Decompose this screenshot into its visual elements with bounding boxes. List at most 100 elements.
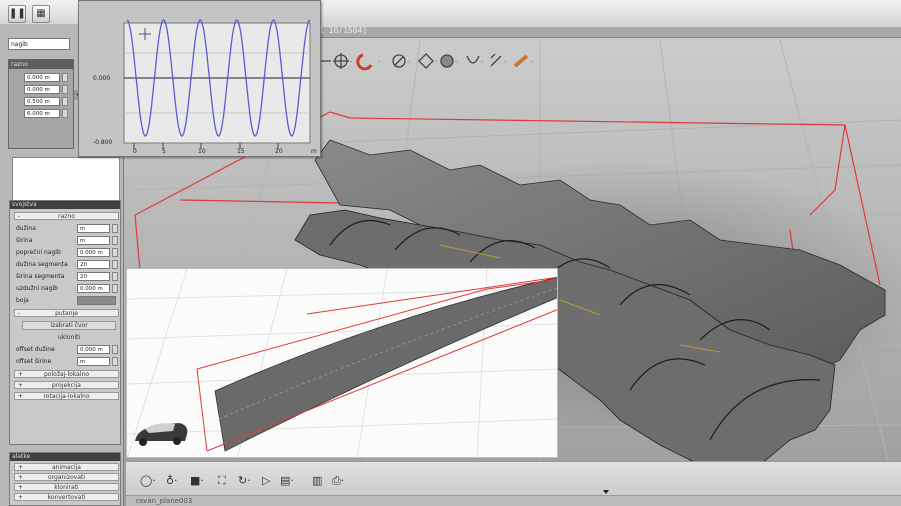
svg-text:·: ·	[435, 58, 437, 66]
rotate-camera-icon[interactable]: ↻·	[238, 474, 251, 487]
prop-label-sirina: širina	[16, 237, 33, 244]
prop-label-offset-duzine: offset dužine	[16, 346, 55, 353]
property-name-field[interactable]: nagib	[8, 38, 70, 50]
razno-value-4[interactable]: 6.000 m	[24, 109, 60, 118]
road-surface	[214, 277, 557, 452]
graph-plot-area	[123, 22, 311, 144]
collapse-arrow-icon[interactable]: ◂	[74, 90, 81, 100]
status-bar: ravan_plane003	[126, 495, 901, 506]
prop-label-uzduzni-nagib: uzdužni nagib	[16, 285, 58, 292]
curve-icon[interactable]	[466, 55, 480, 64]
section-polozaj-lokalno[interactable]: + položaj-lokalno	[14, 370, 119, 378]
properties-panel: svojstva - razno dužina m širina m popreč…	[9, 200, 121, 445]
razno-value-2[interactable]: 0.000 m	[24, 85, 60, 94]
prop-value-sirina[interactable]: m	[77, 236, 110, 245]
section-polozaj-label: položaj-lokalno	[44, 371, 89, 378]
prop-spin-offset-sirine[interactable]	[112, 357, 118, 366]
plane-icon[interactable]	[418, 53, 434, 69]
tool-konvertovati[interactable]: + konvertovati	[14, 493, 119, 501]
razno-spin-3[interactable]	[62, 97, 68, 106]
bottom-toolbar: ◯· ♁· ■· ⛶ ↻· ▷ ▤· ▥ ⎙· ravan_plane003	[126, 461, 901, 506]
slope-curve	[126, 19, 311, 137]
viewport-tool-icons: · · · · · · · ·	[321, 53, 533, 71]
prop-value-offset-sirine[interactable]: m	[77, 357, 110, 366]
razno-header: razno	[9, 60, 73, 69]
razno-value-1[interactable]: 0.000 m	[24, 73, 60, 82]
graph-gridlines	[124, 52, 310, 114]
prop-spin-sirina[interactable]	[112, 236, 118, 245]
section-putanje-label: putanje	[55, 310, 78, 317]
prop-spin-uzduzni-nagib[interactable]	[112, 284, 118, 293]
brush-icon[interactable]	[513, 54, 529, 68]
car-model	[135, 423, 188, 446]
sphere-icon[interactable]	[440, 54, 454, 68]
prop-value-duzina-segmenta[interactable]: 20	[77, 260, 110, 269]
prop-spin-duzina[interactable]	[112, 224, 118, 233]
razno-spin-1[interactable]	[62, 73, 68, 82]
tool-animacija-label: animacija	[52, 464, 81, 471]
graph-x-tick-10: 10	[198, 148, 206, 155]
prop-value-poprecni-nagib[interactable]: 0.000 m	[77, 248, 110, 257]
section-putanje[interactable]: - putanje	[14, 309, 119, 317]
prop-value-offset-duzine[interactable]: 0.000 m	[77, 345, 110, 354]
section-projekcija[interactable]: + projekcija	[14, 381, 119, 389]
razno-panel: razno 0.000 m 0.000 m 0.500 m 6.000 m	[8, 59, 74, 149]
camera-frame-icon[interactable]: ⛶	[218, 474, 226, 487]
remove-button[interactable]: ukloniti	[22, 333, 116, 342]
prop-label-boja: boja	[16, 297, 29, 304]
section-razno[interactable]: - razno	[14, 212, 119, 220]
path-icon[interactable]	[490, 53, 502, 67]
prop-label-sirina-segmenta: širina segmenta	[16, 273, 65, 280]
viewport-title: 1 10/1504]	[319, 26, 368, 35]
layout-button[interactable]: ▦	[32, 5, 50, 23]
tool-konvertovati-label: konvertovati	[47, 494, 86, 501]
tool-organizovati-label: organizovati	[47, 474, 86, 481]
section-rotacija-label: rotacija-lokalno	[43, 393, 90, 400]
color-swatch[interactable]	[77, 296, 116, 305]
tools-panel: alatke + animacija + organizovati + klonira…	[9, 452, 121, 506]
timeline-marker[interactable]	[603, 490, 609, 494]
preview-area	[12, 157, 120, 201]
graph-x-tick-0: 0	[133, 148, 137, 155]
render-settings-icon[interactable]: ▤·	[280, 474, 294, 487]
curve-graph-window[interactable]: 0.000 -0.800 0 5 10 15 20 m	[78, 0, 321, 157]
prop-spin-offset-duzine[interactable]	[112, 345, 118, 354]
razno-spin-4[interactable]	[62, 109, 68, 118]
magnet-icon[interactable]	[356, 53, 373, 71]
graph-x-tick-20: 20	[275, 148, 283, 155]
tools-header: alatke	[10, 453, 120, 461]
sphere-primitive-icon[interactable]: ◯·	[140, 474, 156, 487]
box-primitive-icon[interactable]: ■·	[190, 474, 204, 487]
razno-spin-2[interactable]	[62, 85, 68, 94]
snap-icon[interactable]	[392, 54, 406, 68]
road-render-inset	[126, 268, 558, 458]
prop-spin-poprecni-nagib[interactable]	[112, 248, 118, 257]
graph-y-zero-label: 0.000	[93, 75, 110, 82]
status-text: ravan_plane003	[136, 497, 193, 505]
light-bulb-icon[interactable]: ♁·	[166, 474, 178, 487]
viewport-title-bar: 1 10/1504]	[319, 26, 901, 38]
tool-organizovati[interactable]: + organizovati	[14, 473, 119, 481]
tool-animacija[interactable]: + animacija	[14, 463, 119, 471]
svg-text:·: ·	[481, 58, 483, 66]
prop-spin-sirina-segmenta[interactable]	[112, 272, 118, 281]
play-icon[interactable]: ▷	[262, 474, 271, 487]
graph-x-tick-15: 15	[237, 148, 245, 155]
prop-value-uzduzni-nagib[interactable]: 0.000 m	[77, 284, 110, 293]
prop-label-offset-sirine: offset širine	[16, 358, 52, 365]
graph-crosshair	[139, 28, 151, 40]
razno-value-3[interactable]: 0.500 m	[24, 97, 60, 106]
prop-value-duzina[interactable]: m	[77, 224, 110, 233]
viewport-toolbar: · · · · · · · ·	[319, 40, 901, 80]
prop-value-sirina-segmenta[interactable]: 20	[77, 272, 110, 281]
graph-x-unit: m	[311, 148, 317, 155]
svg-text:·: ·	[455, 58, 457, 66]
printer-icon[interactable]: ⎙·	[332, 474, 345, 487]
inset-scene	[127, 269, 557, 457]
section-rotacija-lokalno[interactable]: + rotacija-lokalno	[14, 392, 119, 400]
prop-spin-duzina-segmenta[interactable]	[112, 260, 118, 269]
pause-button[interactable]: ❚❚	[8, 5, 26, 23]
document-icon[interactable]: ▥	[312, 474, 323, 487]
select-node-button[interactable]: izabrati čvor	[22, 321, 116, 330]
tool-klonirati[interactable]: + klonirati	[14, 483, 119, 491]
